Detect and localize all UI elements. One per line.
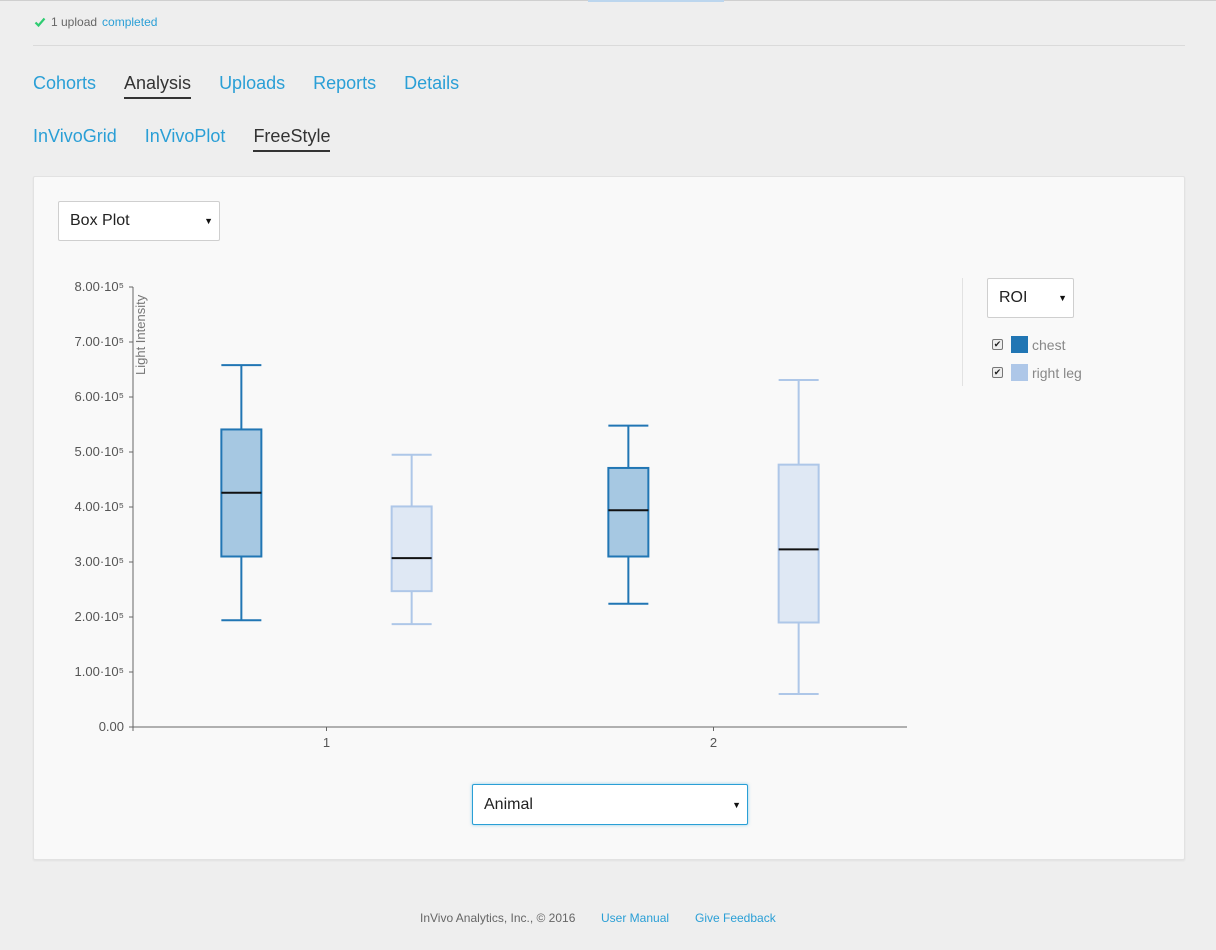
- y-tick-label: 4.00·10⁵: [75, 499, 124, 514]
- chart-panel: Box Plot ▼ 0.00 1.00·10⁵ 2.00·10⁵ 3.00·10⁵ 4…: [33, 176, 1185, 860]
- x-axis-value: Animal: [484, 795, 533, 813]
- legend-label-chest: chest: [1032, 336, 1066, 353]
- legend-checkbox-right-leg[interactable]: ✔: [992, 367, 1003, 378]
- y-tick-label: 3.00·10⁵: [75, 554, 124, 569]
- plot-type-select[interactable]: Box Plot ▼: [58, 201, 220, 241]
- tab-reports[interactable]: Reports: [313, 73, 377, 93]
- check-icon: [34, 17, 46, 28]
- chevron-down-icon: ▼: [732, 799, 741, 810]
- upload-completed-link[interactable]: completed: [102, 15, 158, 29]
- group-by-select[interactable]: ROI ▼: [987, 278, 1074, 318]
- header-divider: [33, 45, 1185, 46]
- y-tick-label: 7.00·10⁵: [75, 334, 124, 349]
- group-by-value: ROI: [999, 289, 1028, 306]
- x-tick-label: 1: [323, 735, 330, 750]
- y-tick-label: 0.00: [99, 719, 124, 734]
- y-tick-label: 1.00·10⁵: [75, 664, 124, 679]
- main-tabs: Cohorts Analysis Uploads Reports Details: [33, 73, 459, 99]
- legend-checkbox-chest[interactable]: ✔: [992, 339, 1003, 350]
- subtab-invivogrid[interactable]: InVivoGrid: [33, 126, 117, 146]
- legend-item-right-leg[interactable]: ✔ right leg: [992, 364, 1082, 381]
- box-plot-chart: 0.00 1.00·10⁵ 2.00·10⁵ 3.00·10⁵ 4.00·10⁵ 5.00…: [75, 279, 907, 750]
- chevron-down-icon: ▼: [204, 216, 213, 226]
- top-progress-accent: [588, 0, 724, 2]
- box-right-leg: [390, 505, 433, 593]
- subtab-invivoplot[interactable]: InVivoPlot: [144, 126, 226, 146]
- user-manual-link[interactable]: User Manual: [601, 911, 670, 925]
- subtab-freestyle[interactable]: FreeStyle: [253, 126, 331, 152]
- legend-swatch-right-leg: [1011, 364, 1028, 381]
- upload-status-text: 1 upload: [51, 15, 98, 29]
- give-feedback-link[interactable]: Give Feedback: [695, 911, 776, 925]
- box-right-leg: [777, 463, 820, 624]
- y-tick-label: 5.00·10⁵: [75, 444, 124, 459]
- tab-cohorts[interactable]: Cohorts: [33, 73, 97, 93]
- legend-swatch-chest: [1011, 336, 1028, 353]
- upload-status: 1 upload completed: [34, 15, 157, 29]
- y-tick-label: 2.00·10⁵: [75, 609, 124, 624]
- legend-label-right-leg: right leg: [1032, 364, 1082, 381]
- y-axis-title: Light Intensity: [133, 294, 148, 375]
- tab-details[interactable]: Details: [404, 73, 460, 93]
- y-tick-label: 6.00·10⁵: [75, 389, 124, 404]
- tab-uploads[interactable]: Uploads: [219, 73, 286, 93]
- x-axis-select[interactable]: Animal ▼: [472, 784, 748, 825]
- footer-copyright: InVivo Analytics, Inc., © 2016: [420, 911, 576, 925]
- tab-analysis[interactable]: Analysis: [124, 73, 192, 99]
- plot-type-value: Box Plot: [70, 212, 130, 229]
- analysis-subtabs: InVivoGrid InVivoPlot FreeStyle: [33, 126, 331, 152]
- box-chest: [607, 466, 650, 558]
- chevron-down-icon: ▼: [1058, 293, 1067, 303]
- y-tick-label: 8.00·10⁵: [75, 279, 124, 294]
- x-tick-label: 2: [710, 735, 717, 750]
- legend-item-chest[interactable]: ✔ chest: [992, 336, 1065, 353]
- legend-divider: [962, 278, 963, 386]
